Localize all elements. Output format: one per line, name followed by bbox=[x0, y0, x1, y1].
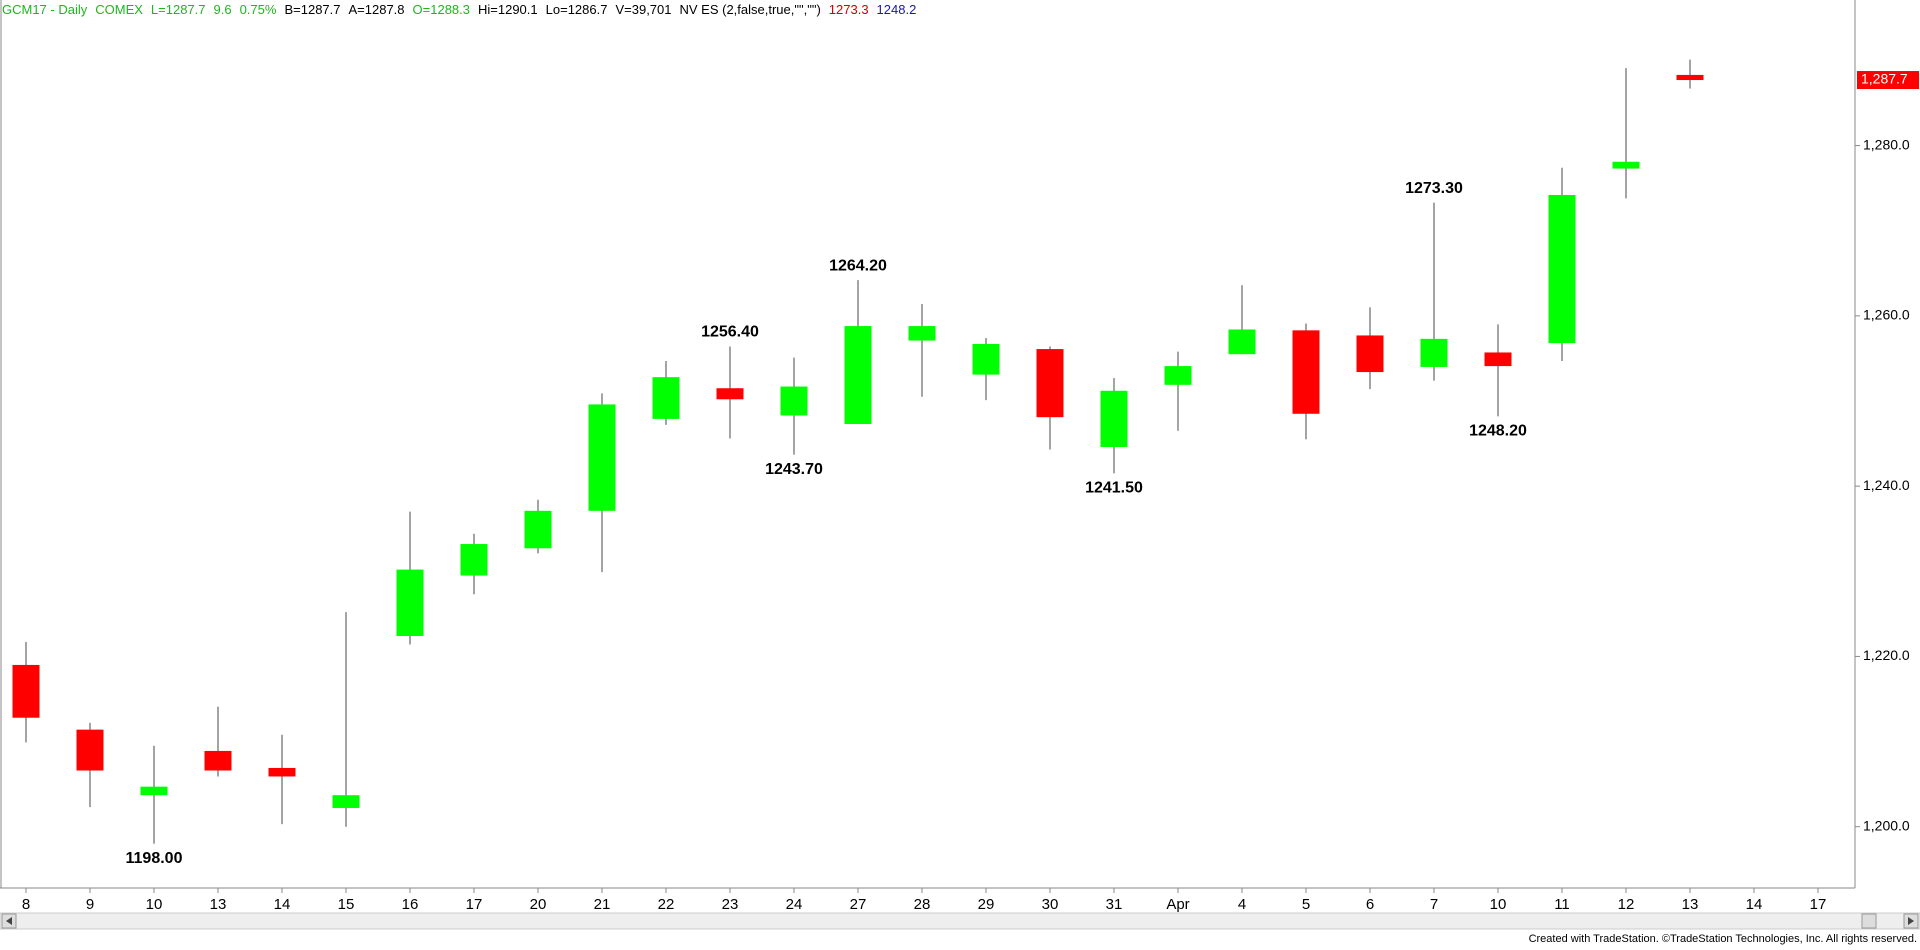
candle-body bbox=[268, 767, 296, 777]
header-item: GCM17 - Daily bbox=[2, 2, 88, 17]
header-item: 1248.2 bbox=[877, 2, 917, 17]
scroll-left-icon bbox=[6, 917, 12, 925]
x-tick-label: 10 bbox=[1490, 896, 1507, 913]
x-tick-label: 31 bbox=[1106, 896, 1123, 913]
candle-body bbox=[972, 343, 1000, 375]
candle-body bbox=[588, 404, 616, 511]
x-tick-label: 15 bbox=[338, 896, 355, 913]
header-item: B=1287.7 bbox=[284, 2, 340, 17]
scroll-right-icon bbox=[1908, 917, 1914, 925]
candle-body bbox=[1100, 390, 1128, 447]
candle-body bbox=[12, 664, 40, 718]
header-item: A=1287.8 bbox=[349, 2, 405, 17]
candle-body bbox=[780, 386, 808, 416]
candle-body bbox=[460, 544, 488, 576]
last-price-label: 1,287.7 bbox=[1861, 71, 1908, 87]
x-tick-label: 17 bbox=[1810, 896, 1827, 913]
x-tick-label: 20 bbox=[530, 896, 547, 913]
header-item: Hi=1290.1 bbox=[478, 2, 538, 17]
candle-body bbox=[396, 569, 424, 636]
x-tick-label: 27 bbox=[850, 896, 867, 913]
x-tick-label: 8 bbox=[22, 896, 30, 913]
high-label: 1264.20 bbox=[829, 257, 887, 274]
high-label: 1273.30 bbox=[1405, 180, 1463, 197]
x-tick-label: 22 bbox=[658, 896, 675, 913]
y-tick-label: 1,220.0 bbox=[1863, 647, 1910, 663]
scrollbar[interactable] bbox=[0, 912, 1920, 930]
candle-body bbox=[1164, 366, 1192, 385]
y-tick-label: 1,280.0 bbox=[1863, 136, 1910, 152]
header-item: O=1288.3 bbox=[413, 2, 470, 17]
candle-body bbox=[844, 326, 872, 424]
x-tick-label: 21 bbox=[594, 896, 611, 913]
candle-body bbox=[1228, 329, 1256, 355]
x-tick-label: 23 bbox=[722, 896, 739, 913]
scroll-track[interactable] bbox=[0, 912, 1920, 930]
header-item: 1273.3 bbox=[829, 2, 869, 17]
x-tick-label: 10 bbox=[146, 896, 163, 913]
x-tick-label: 11 bbox=[1554, 896, 1570, 913]
candle-body bbox=[1356, 335, 1384, 373]
x-tick-label: 5 bbox=[1302, 896, 1310, 913]
scroll-thumb[interactable] bbox=[1861, 913, 1877, 929]
x-tick-label: 7 bbox=[1430, 896, 1438, 913]
x-tick-label: 6 bbox=[1366, 896, 1374, 913]
x-tick-label: 29 bbox=[978, 896, 995, 913]
x-tick-label: 16 bbox=[402, 896, 419, 913]
x-tick-label: 9 bbox=[86, 896, 94, 913]
x-tick-label: 12 bbox=[1618, 896, 1635, 913]
x-tick-label: 13 bbox=[1682, 896, 1699, 913]
candle-body bbox=[1548, 194, 1576, 344]
y-tick-label: 1,200.0 bbox=[1863, 817, 1910, 833]
candle-body bbox=[1420, 338, 1448, 367]
candle-body bbox=[204, 750, 232, 771]
candle-body bbox=[652, 377, 680, 419]
candle-body bbox=[524, 510, 552, 549]
header-item: 9.6 bbox=[214, 2, 232, 17]
low-label: 1248.20 bbox=[1469, 423, 1527, 440]
header-item: Lo=1286.7 bbox=[546, 2, 608, 17]
header-item: NV ES (2,false,true,"","") bbox=[680, 2, 821, 17]
candle-body bbox=[1612, 161, 1640, 169]
candle-body bbox=[1292, 330, 1320, 414]
candle-body bbox=[76, 729, 104, 771]
header-item: 0.75% bbox=[240, 2, 277, 17]
header-item: L=1287.7 bbox=[151, 2, 206, 17]
candle-body bbox=[1484, 352, 1512, 367]
x-tick-label: 14 bbox=[1746, 896, 1763, 913]
header-item: V=39,701 bbox=[615, 2, 671, 17]
low-label: 1241.50 bbox=[1085, 480, 1143, 497]
y-tick-label: 1,260.0 bbox=[1863, 307, 1910, 323]
header-item: COMEX bbox=[95, 2, 143, 17]
high-label: 1256.40 bbox=[701, 324, 759, 341]
low-label: 1198.00 bbox=[126, 850, 183, 867]
candle-body bbox=[1676, 74, 1704, 81]
candle-body bbox=[332, 795, 360, 808]
x-tick-label: 24 bbox=[786, 896, 803, 913]
candle-body bbox=[908, 326, 936, 341]
candle-body bbox=[716, 388, 744, 400]
last-price-box bbox=[1857, 71, 1919, 90]
header: GCM17 - Daily COMEX L=1287.7 9.6 0.75% B=1287… bbox=[2, 2, 916, 17]
x-tick-label: 14 bbox=[274, 896, 291, 913]
x-tick-label: 4 bbox=[1238, 896, 1246, 913]
x-tick-label: Apr bbox=[1166, 896, 1189, 913]
candle-body bbox=[140, 786, 168, 796]
x-tick-label: 13 bbox=[210, 896, 227, 913]
x-tick-label: 30 bbox=[1042, 896, 1059, 913]
candle-body bbox=[1036, 349, 1064, 418]
x-tick-label: 28 bbox=[914, 896, 931, 913]
footer: Created with TradeStation. ©TradeStation… bbox=[1529, 933, 1917, 945]
x-tick-label: 17 bbox=[466, 896, 483, 913]
y-tick-label: 1,240.0 bbox=[1863, 477, 1910, 493]
low-label: 1243.70 bbox=[765, 461, 823, 478]
